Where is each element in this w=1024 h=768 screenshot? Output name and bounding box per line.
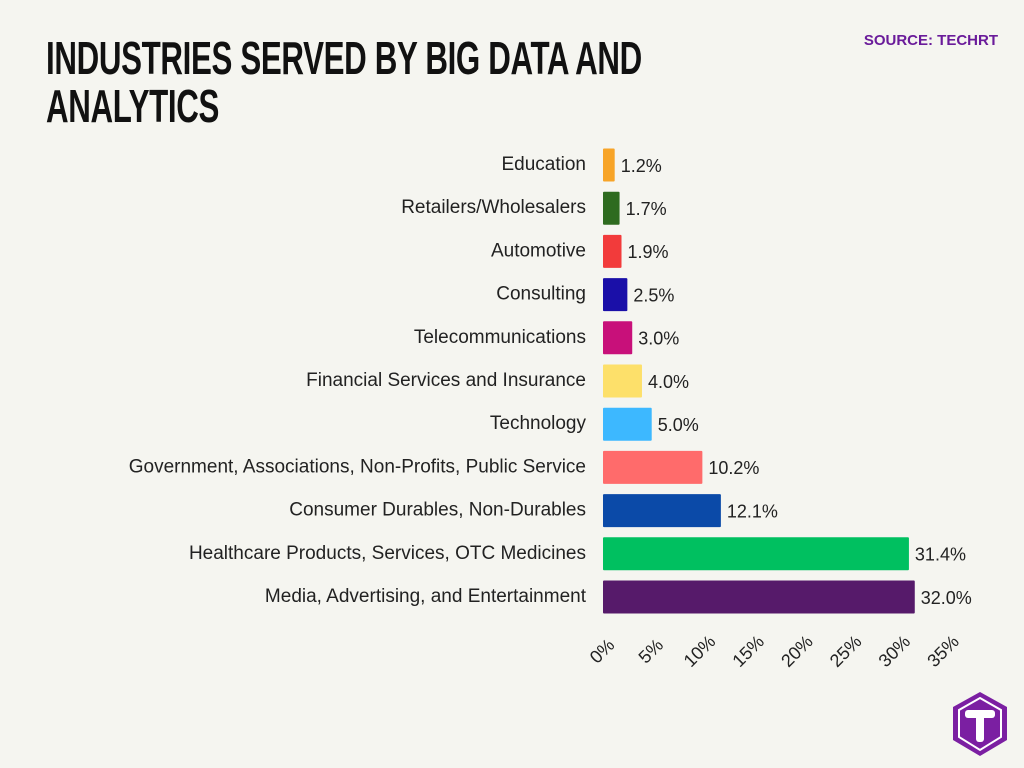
y-tick-label: Telecommunications bbox=[414, 327, 586, 348]
bar bbox=[603, 191, 620, 225]
bar bbox=[603, 407, 652, 441]
y-tick-label: Retailers/Wholesalers bbox=[401, 197, 586, 218]
y-tick-label: Consulting bbox=[496, 284, 586, 305]
bar bbox=[603, 537, 909, 571]
bar bbox=[603, 278, 628, 312]
y-tick-label: Media, Advertising, and Entertainment bbox=[265, 586, 587, 607]
x-tick-label: 30% bbox=[875, 631, 915, 671]
y-tick-label: Technology bbox=[490, 413, 587, 434]
value-label: 4.0% bbox=[648, 372, 689, 392]
value-label: 12.1% bbox=[727, 501, 778, 521]
value-label: 32.0% bbox=[921, 588, 972, 608]
y-tick-label: Education bbox=[501, 154, 586, 175]
y-tick-label: Financial Services and Insurance bbox=[306, 370, 586, 391]
x-tick-label: 35% bbox=[923, 631, 963, 671]
value-label: 1.7% bbox=[626, 199, 667, 219]
y-tick-label: Government, Associations, Non-Profits, P… bbox=[129, 456, 586, 477]
y-tick-label: Consumer Durables, Non-Durables bbox=[289, 500, 586, 521]
bar bbox=[603, 450, 703, 484]
bar bbox=[603, 234, 622, 268]
bar bbox=[603, 580, 915, 614]
logo bbox=[953, 692, 1007, 756]
value-label: 3.0% bbox=[638, 329, 679, 349]
x-tick-label: 20% bbox=[777, 631, 817, 671]
x-tick-label: 15% bbox=[728, 631, 768, 671]
y-tick-label: Automotive bbox=[491, 240, 586, 261]
x-tick-label: 10% bbox=[680, 631, 720, 671]
bar bbox=[603, 148, 615, 182]
x-tick-label: 5% bbox=[635, 635, 668, 668]
x-tick-label: 25% bbox=[826, 631, 866, 671]
value-label: 31.4% bbox=[915, 545, 966, 565]
y-tick-label: Healthcare Products, Services, OTC Medic… bbox=[189, 543, 586, 564]
value-label: 1.9% bbox=[628, 242, 669, 262]
value-label: 2.5% bbox=[633, 285, 674, 305]
value-label: 10.2% bbox=[708, 458, 759, 478]
x-tick-label: 0% bbox=[586, 635, 619, 668]
chart-title: INDUSTRIES SERVED BY BIG DATA AND ANALYT… bbox=[46, 32, 642, 132]
bar bbox=[603, 364, 642, 398]
bar bbox=[603, 494, 721, 528]
bar bbox=[603, 321, 633, 355]
value-label: 1.2% bbox=[621, 156, 662, 176]
value-label: 5.0% bbox=[658, 415, 699, 435]
source: SOURCE: TECHRT bbox=[863, 32, 998, 49]
